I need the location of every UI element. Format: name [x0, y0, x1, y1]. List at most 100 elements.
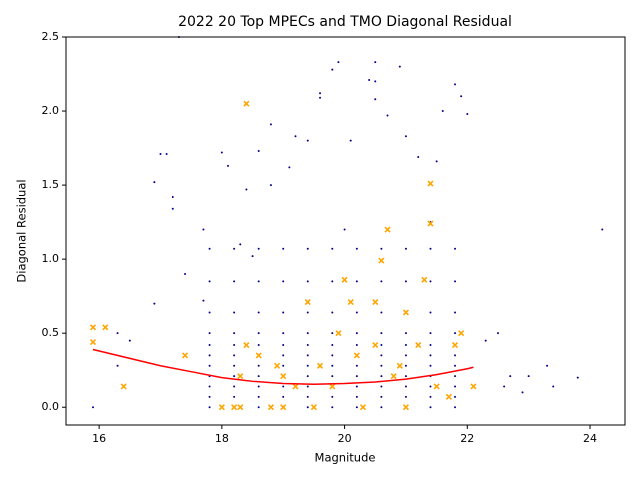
point	[282, 364, 285, 367]
point	[233, 395, 236, 398]
point	[374, 61, 377, 64]
point	[355, 406, 358, 409]
point	[454, 332, 457, 335]
point	[257, 247, 260, 250]
point	[454, 280, 457, 283]
y-tick-label: 1.0	[42, 252, 60, 265]
point	[441, 110, 444, 113]
point	[239, 243, 242, 246]
point	[257, 150, 260, 153]
point	[429, 406, 432, 409]
point	[306, 385, 309, 388]
point	[454, 311, 457, 314]
point	[282, 395, 285, 398]
point	[306, 332, 309, 335]
point	[171, 207, 174, 210]
point	[306, 406, 309, 409]
point	[454, 375, 457, 378]
point	[429, 364, 432, 367]
point	[509, 375, 512, 378]
point	[398, 65, 401, 68]
point	[220, 151, 223, 154]
point	[208, 344, 211, 347]
point	[282, 344, 285, 347]
point	[89, 324, 97, 331]
point	[601, 228, 604, 231]
y-tick-label: 2.0	[42, 104, 60, 117]
point	[451, 341, 459, 349]
point	[331, 375, 334, 378]
point	[380, 280, 383, 283]
point	[233, 375, 236, 378]
point	[280, 404, 287, 411]
point	[128, 339, 131, 342]
point	[257, 364, 260, 367]
point	[282, 385, 285, 388]
point	[421, 276, 428, 283]
point	[429, 395, 432, 398]
point	[282, 332, 285, 335]
point	[202, 299, 205, 302]
y-tick-label: 0.5	[42, 326, 60, 339]
point	[458, 330, 465, 337]
point	[153, 302, 156, 305]
point	[380, 385, 383, 388]
point	[331, 332, 334, 335]
point	[231, 404, 238, 411]
point	[280, 373, 287, 380]
point	[372, 341, 379, 349]
x-tick-label: 16	[92, 432, 106, 445]
point	[460, 95, 463, 98]
point	[429, 311, 432, 314]
point	[306, 354, 309, 357]
point	[380, 354, 383, 357]
point	[267, 404, 275, 411]
point	[184, 272, 187, 275]
point	[89, 339, 97, 346]
point	[237, 404, 244, 411]
point	[466, 113, 469, 116]
point	[269, 184, 272, 187]
point	[245, 188, 248, 191]
point	[257, 406, 260, 409]
point	[233, 311, 236, 314]
point	[233, 354, 236, 357]
point	[429, 354, 432, 357]
point	[116, 332, 119, 335]
y-tick-label: 0.0	[42, 400, 60, 413]
point	[208, 332, 211, 335]
point	[269, 123, 272, 126]
point	[306, 139, 309, 142]
point	[257, 344, 260, 347]
point	[372, 299, 379, 306]
point	[454, 395, 457, 398]
x-tick-label: 20	[338, 432, 352, 445]
point	[380, 332, 383, 335]
point	[380, 344, 383, 347]
point	[208, 280, 211, 283]
point	[337, 61, 340, 64]
point	[454, 83, 457, 86]
point	[404, 354, 407, 357]
point	[454, 364, 457, 367]
point	[347, 299, 354, 306]
point	[496, 332, 499, 335]
point	[331, 395, 334, 398]
point	[429, 385, 432, 388]
point	[165, 152, 168, 155]
point	[202, 228, 205, 231]
point	[237, 373, 244, 380]
point	[374, 80, 377, 83]
point	[380, 247, 383, 250]
x-tick-label: 22	[460, 432, 474, 445]
point	[233, 247, 236, 250]
point	[316, 362, 324, 369]
point	[331, 311, 334, 314]
point	[429, 332, 432, 335]
plot-area	[89, 36, 604, 411]
point	[233, 385, 236, 388]
point	[282, 280, 285, 283]
y-tick-label: 1.5	[42, 178, 60, 191]
point	[355, 332, 358, 335]
point	[319, 96, 322, 99]
